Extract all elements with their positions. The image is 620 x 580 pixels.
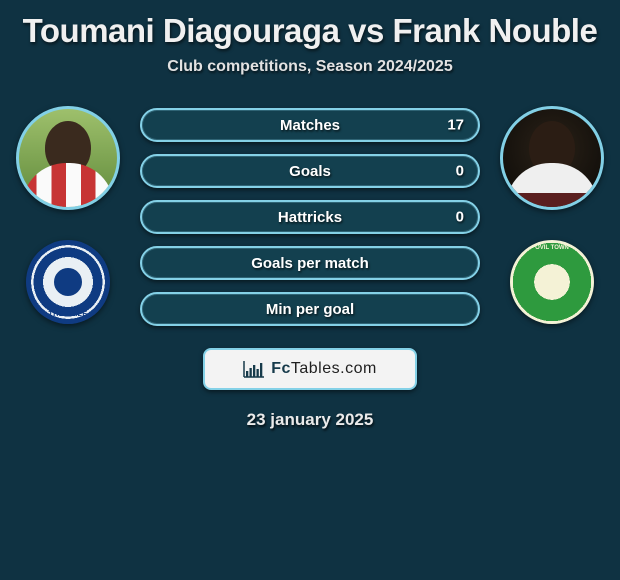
stat-right-value: 0: [456, 209, 464, 226]
stat-right-value: 17: [447, 117, 464, 134]
stat-row-goals: Goals 0: [140, 154, 480, 188]
stats-column: Matches 17 Goals 0 Hattricks 0 Goals per…: [140, 106, 480, 326]
stat-label: Goals per match: [251, 255, 369, 272]
season-subtitle: Club competitions, Season 2024/2025: [0, 58, 620, 76]
left-player-column: [16, 106, 120, 324]
page-title: Toumani Diagouraga vs Frank Nouble: [0, 8, 620, 58]
brand-badge[interactable]: FcTables.com: [203, 348, 417, 390]
comparison-card: Toumani Diagouraga vs Frank Nouble Club …: [0, 0, 620, 430]
stat-label: Min per goal: [266, 301, 354, 318]
player-right-club-badge: [510, 240, 594, 324]
stat-row-min-per-goal: Min per goal: [140, 292, 480, 326]
stat-label: Matches: [280, 117, 340, 134]
stat-row-goals-per-match: Goals per match: [140, 246, 480, 280]
stat-label: Goals: [289, 163, 331, 180]
player-right-avatar: [500, 106, 604, 210]
brand-suffix: Tables.com: [291, 360, 377, 377]
snapshot-date: 23 january 2025: [0, 410, 620, 430]
bar-chart-icon: [243, 360, 265, 378]
stat-row-matches: Matches 17: [140, 108, 480, 142]
brand-prefix: Fc: [271, 360, 291, 377]
brand-text: FcTables.com: [271, 360, 377, 378]
right-player-column: [500, 106, 604, 324]
player-left-avatar: [16, 106, 120, 210]
stat-row-hattricks: Hattricks 0: [140, 200, 480, 234]
player-left-club-badge: [26, 240, 110, 324]
stat-right-value: 0: [456, 163, 464, 180]
main-row: Matches 17 Goals 0 Hattricks 0 Goals per…: [0, 106, 620, 326]
stat-label: Hattricks: [278, 209, 342, 226]
